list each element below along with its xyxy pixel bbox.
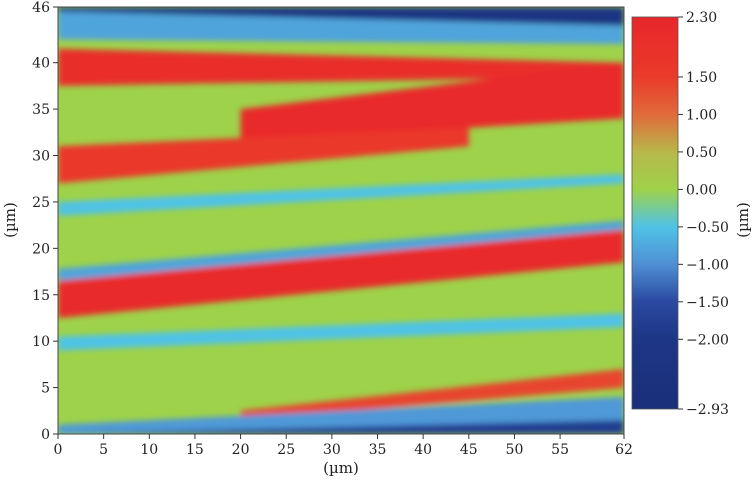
x-tick-label: 62 — [615, 442, 633, 458]
heatmap-band-3 — [240, 62, 624, 142]
x-tick-label: 5 — [99, 442, 108, 458]
colorbar — [631, 16, 679, 410]
colorbar-tick-label: 1.00 — [686, 107, 717, 123]
x-axis-title: (µm) — [323, 459, 359, 477]
x-tick-label: 10 — [140, 442, 158, 458]
x-tick-label: 55 — [551, 442, 569, 458]
heatmap-band-8 — [58, 313, 624, 351]
colorbar-ticks: 2.30 1.50 1.00 0.50 0.00 −0.50 −1.00 −1.50 −2.00… — [678, 10, 729, 418]
heatmap-band-2 — [58, 48, 624, 86]
y-tick-label: 25 — [32, 195, 50, 211]
x-tick-label: 50 — [506, 442, 524, 458]
x-tick-label: 35 — [369, 442, 387, 458]
plot-frame — [57, 6, 625, 435]
colorbar-tick-label: 0.50 — [686, 145, 717, 161]
y-tick-label: 15 — [32, 288, 50, 304]
x-tick-label: 45 — [460, 442, 478, 458]
heatmap-band-4 — [58, 127, 469, 184]
x-tick-label: 30 — [323, 442, 341, 458]
colorbar-tick-label: 1.50 — [686, 70, 717, 86]
heatmap-band-6 — [58, 229, 624, 318]
heatmap-band-9 — [240, 369, 624, 421]
x-axis: 0 5 10 15 20 25 30 35 40 45 50 55 62 — [54, 434, 633, 458]
y-tick-label: 10 — [32, 334, 50, 350]
x-tick-label: 0 — [54, 442, 63, 458]
y-axis: 0 5 10 15 20 25 30 35 40 46 — [32, 0, 58, 443]
heatmap-band-5 — [58, 174, 624, 216]
colorbar-tick-label: −1.50 — [686, 295, 729, 311]
x-tick-label: 15 — [186, 442, 204, 458]
colorbar-tick-label: 0.00 — [686, 182, 717, 198]
x-tick-label: 20 — [232, 442, 250, 458]
colorbar-tick-label: −0.50 — [686, 220, 729, 236]
y-tick-label: 0 — [41, 427, 50, 443]
y-axis-title: (µm) — [1, 202, 19, 238]
colorbar-tick-label: 2.30 — [686, 10, 717, 26]
x-tick-label: 40 — [414, 442, 432, 458]
colorbar-tick-label: −2.93 — [686, 402, 729, 418]
y-tick-label: 35 — [32, 102, 50, 118]
y-tick-label: 5 — [41, 381, 50, 397]
x-tick-label: 25 — [277, 442, 295, 458]
heatmap-band-1 — [58, 11, 624, 45]
y-tick-label: 40 — [32, 56, 50, 72]
heatmap-band-11 — [58, 420, 624, 434]
y-tick-label: 30 — [32, 149, 50, 165]
colorbar-title: (µm) — [734, 202, 752, 238]
colorbar-tick-label: −1.00 — [686, 257, 729, 273]
heatmap-band-0 — [58, 7, 624, 26]
y-tick-label: 46 — [32, 0, 50, 16]
heatmap-area — [58, 7, 624, 434]
heatmap-band-7 — [58, 220, 624, 281]
y-tick-label: 20 — [32, 241, 50, 257]
colorbar-tick-label: −2.00 — [686, 332, 729, 348]
heatmap-bands — [58, 7, 624, 434]
